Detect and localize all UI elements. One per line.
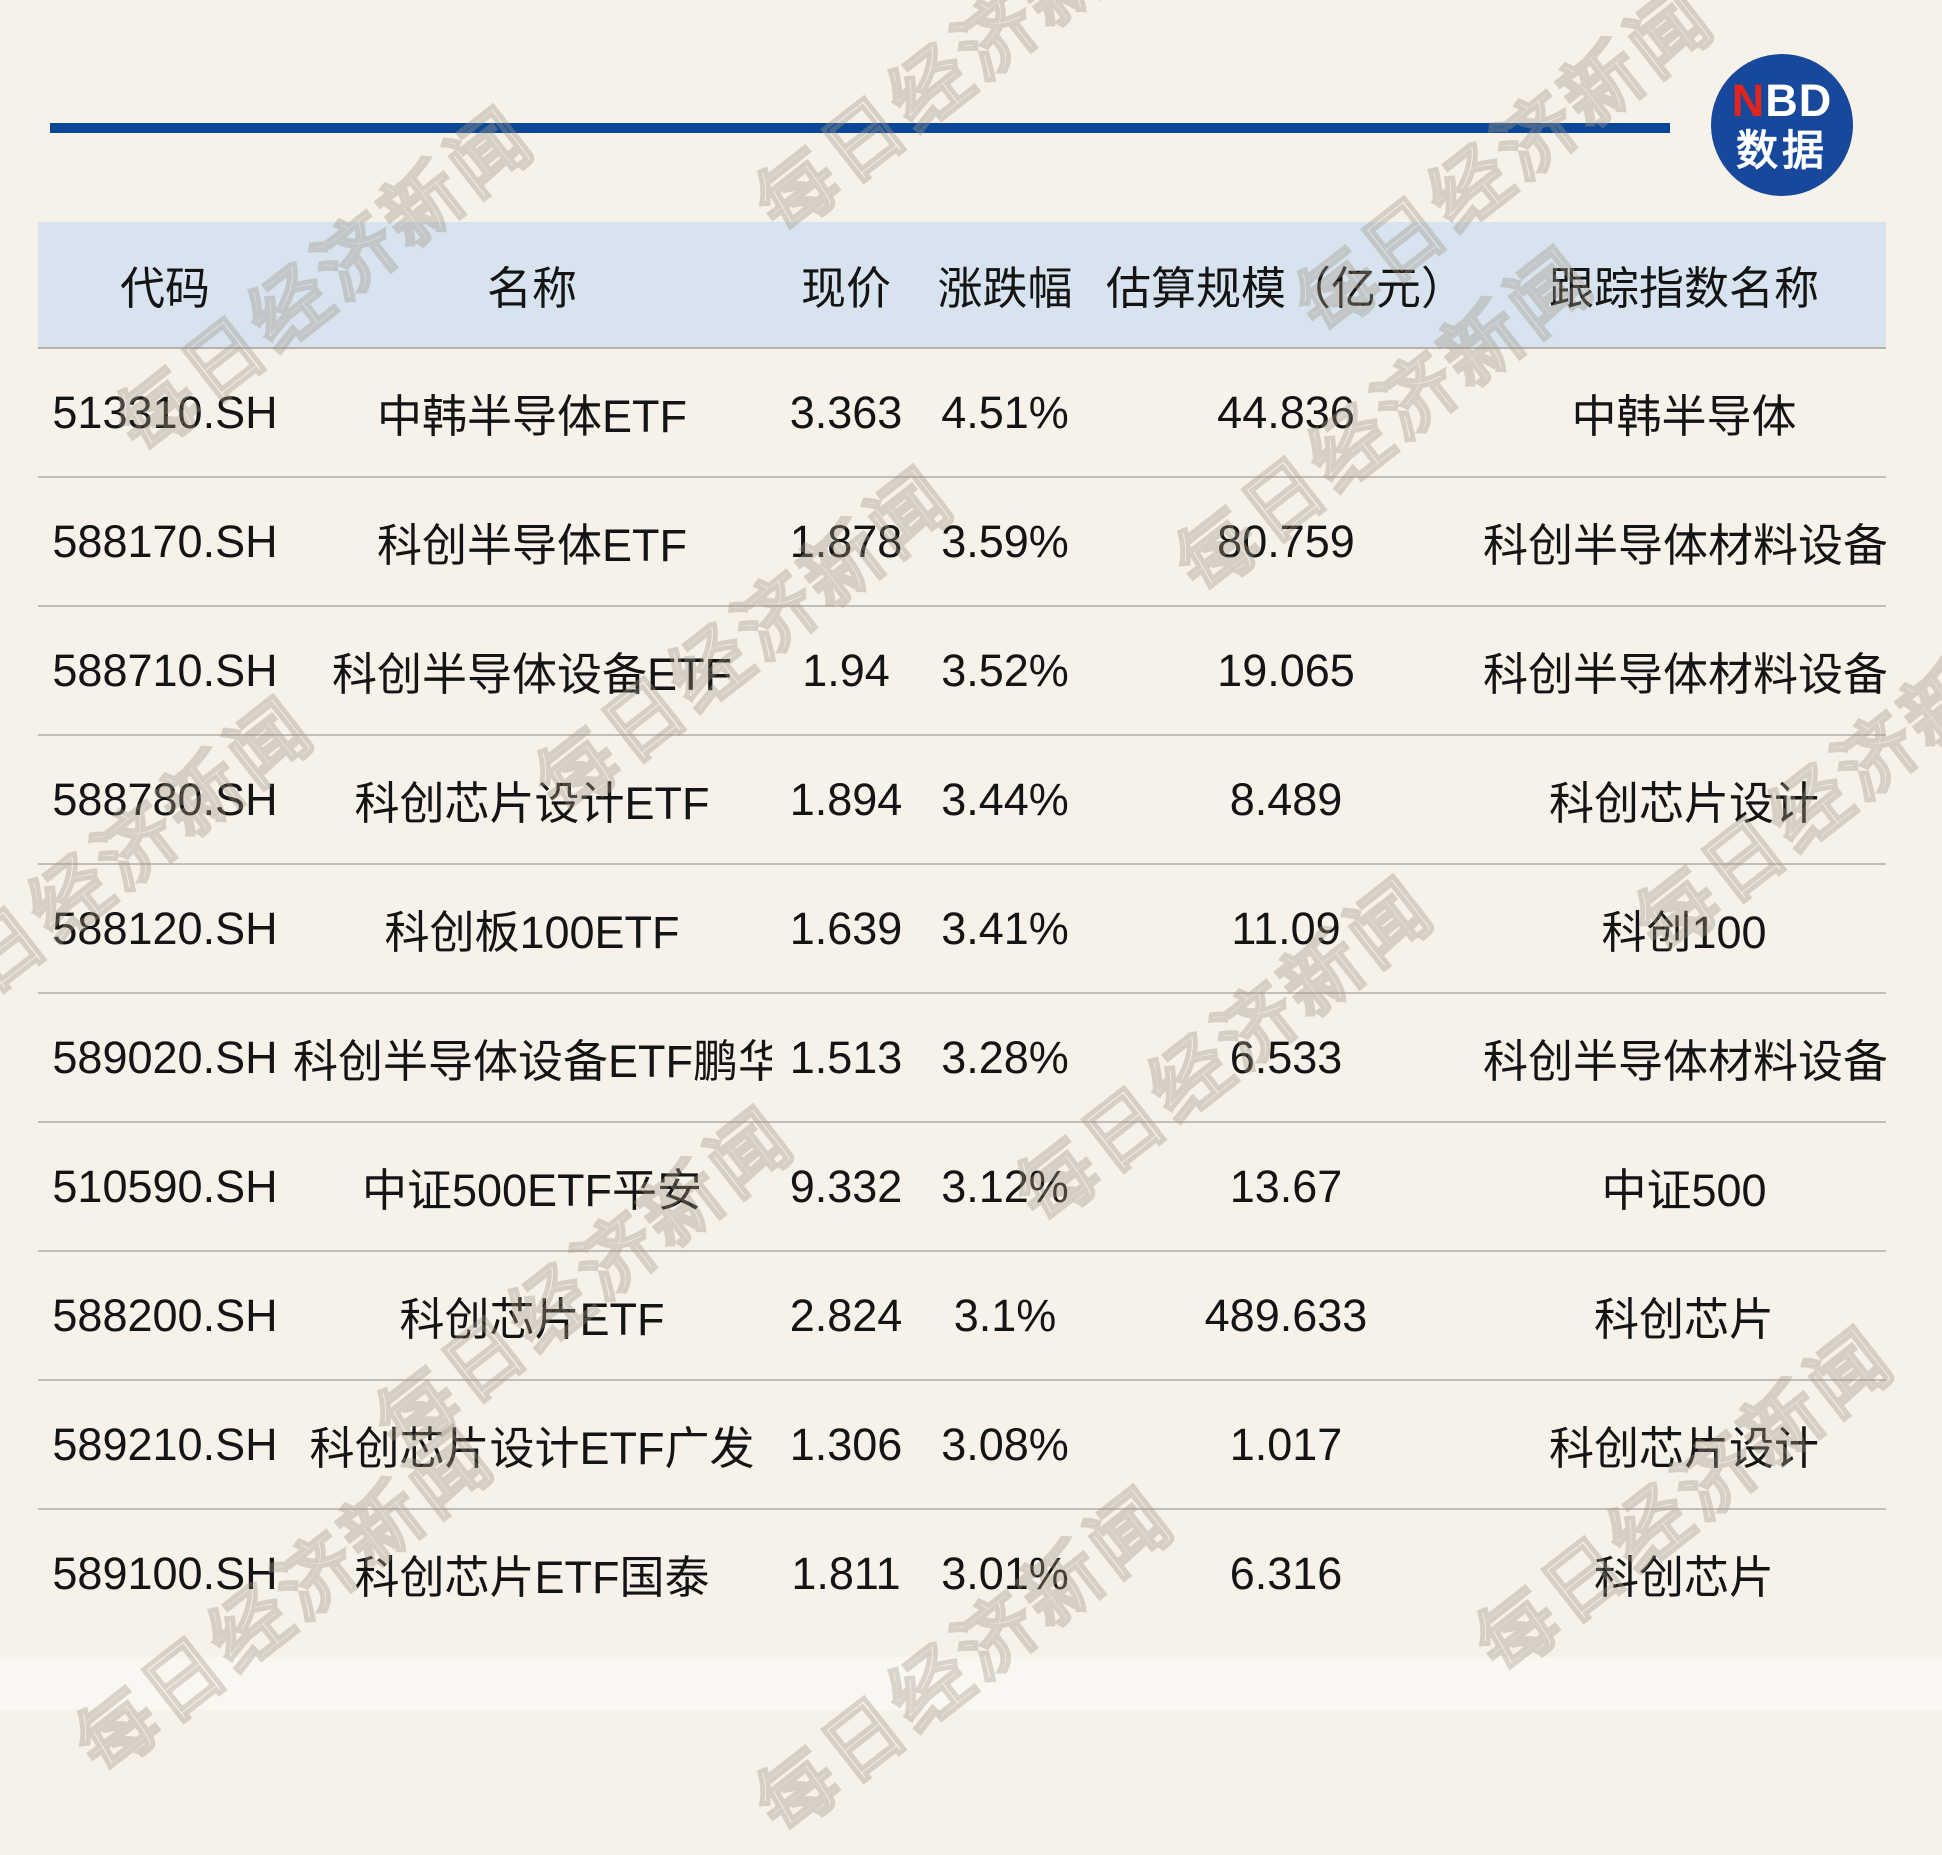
cell-scale: 6.316	[1229, 1547, 1343, 1599]
cell-scale: 80.759	[1090, 477, 1482, 607]
cell-scale: 19.065	[1090, 606, 1482, 736]
cell-code: 589210.SH	[38, 1380, 292, 1510]
column-header-index: 跟踪指数名称	[1482, 222, 1886, 349]
cell-code: 589100.SH	[52, 1547, 278, 1599]
cell-code: 588710.SH	[38, 606, 292, 736]
logo-subtitle: 数据	[1735, 127, 1828, 174]
table-row: 589210.SH 科创芯片设计ETF广发 1.306 3.08% 1.017 科创芯片设…	[38, 1380, 1886, 1510]
cell-change: 3.1%	[920, 1251, 1090, 1381]
cell-name: 科创半导体设备ETF鹏华	[292, 993, 772, 1123]
column-header-code: 代码	[38, 222, 292, 349]
cell-price: 1.513	[772, 993, 920, 1123]
etf-data-table: 代码 名称 现价 涨跌幅 估算规模（亿元） 跟踪指数名称 513310.SH 中韩…	[38, 222, 1886, 1637]
cell-scale: 8.489	[1090, 735, 1482, 865]
cell-scale: 6.533	[1090, 993, 1482, 1123]
nbd-data-logo: NBD 数据	[1711, 54, 1853, 196]
cell-name: 科创半导体ETF	[292, 477, 772, 607]
table-row: 588710.SH 科创半导体设备ETF 1.94 3.52% 19.065 科创半导体材…	[38, 606, 1886, 736]
table-header: 代码 名称 现价 涨跌幅 估算规模（亿元） 跟踪指数名称	[38, 222, 1886, 349]
cell-index: 中韩半导体	[1482, 348, 1886, 478]
cell-code: 589020.SH	[38, 993, 292, 1123]
cell-change: 3.28%	[920, 993, 1090, 1123]
cell-change: 3.01%	[941, 1547, 1069, 1599]
cell-index: 科创半导体材料设备	[1482, 477, 1886, 607]
cell-name: 科创半导体设备ETF	[292, 606, 772, 736]
column-header-change: 涨跌幅	[920, 222, 1090, 349]
table-row: 588170.SH 科创半导体ETF 1.878 3.59% 80.759 科创半导体材料…	[38, 477, 1886, 607]
cell-name: 科创板100ETF	[292, 864, 772, 994]
cell-index: 中证500	[1482, 1122, 1886, 1252]
cell-change: 3.44%	[920, 735, 1090, 865]
cell-price: 3.363	[772, 348, 920, 478]
cell-change: 4.51%	[920, 348, 1090, 478]
table-row: 589100.SH 科创芯片ETF国泰 1.811 3.01% 6.316 科创芯片	[38, 1509, 1886, 1637]
cell-price: 1.811	[791, 1547, 901, 1599]
cell-code: 510590.SH	[38, 1122, 292, 1252]
cell-price: 1.306	[772, 1380, 920, 1510]
cell-index: 科创芯片设计	[1482, 735, 1886, 865]
table-row: 513310.SH 中韩半导体ETF 3.363 4.51% 44.836 中韩半导体	[38, 348, 1886, 478]
cell-name: 科创芯片ETF国泰	[354, 1552, 710, 1603]
cell-name: 科创芯片设计ETF广发	[292, 1380, 772, 1510]
cell-scale: 11.09	[1090, 864, 1482, 994]
cell-scale: 1.017	[1090, 1380, 1482, 1510]
table-row: 588200.SH 科创芯片ETF 2.824 3.1% 489.633 科创芯片	[38, 1251, 1886, 1381]
cell-price: 2.824	[772, 1251, 920, 1381]
column-header-name: 名称	[292, 222, 772, 349]
cell-scale: 489.633	[1090, 1251, 1482, 1381]
cell-index: 科创半导体材料设备	[1482, 606, 1886, 736]
cell-price: 1.878	[772, 477, 920, 607]
table-row: 510590.SH 中证500ETF平安 9.332 3.12% 13.67 中证500	[38, 1122, 1886, 1252]
cell-index: 科创芯片	[1482, 1251, 1886, 1381]
cell-code: 588120.SH	[38, 864, 292, 994]
bottom-strip	[0, 1657, 1942, 1710]
cell-change: 3.08%	[920, 1380, 1090, 1510]
cell-price: 1.94	[772, 606, 920, 736]
logo-nbd-text: NBD	[1732, 78, 1833, 123]
logo-letter-n: N	[1731, 75, 1766, 126]
cell-price: 1.894	[772, 735, 920, 865]
cell-scale: 13.67	[1090, 1122, 1482, 1252]
column-header-price: 现价	[772, 222, 920, 349]
column-header-scale: 估算规模（亿元）	[1090, 222, 1482, 349]
cell-name: 科创芯片设计ETF	[292, 735, 772, 865]
cell-change: 3.59%	[920, 477, 1090, 607]
cell-name: 科创芯片ETF	[292, 1251, 772, 1381]
table-row: 588120.SH 科创板100ETF 1.639 3.41% 11.09 科创100	[38, 864, 1886, 994]
cell-name: 中韩半导体ETF	[292, 348, 772, 478]
cell-code: 513310.SH	[38, 348, 292, 478]
cell-change: 3.12%	[920, 1122, 1090, 1252]
table-body: 513310.SH 中韩半导体ETF 3.363 4.51% 44.836 中韩半导体 58…	[38, 348, 1886, 1637]
cell-scale: 44.836	[1090, 348, 1482, 478]
cell-index: 科创芯片设计	[1482, 1380, 1886, 1510]
cell-code: 588170.SH	[38, 477, 292, 607]
cell-price: 9.332	[772, 1122, 920, 1252]
cell-index: 科创芯片	[1593, 1552, 1774, 1603]
cell-price: 1.639	[772, 864, 920, 994]
cell-index: 科创半导体材料设备	[1482, 993, 1886, 1123]
logo-letters-bd: BD	[1765, 75, 1833, 126]
accent-divider-line	[50, 123, 1670, 133]
table-row: 588780.SH 科创芯片设计ETF 1.894 3.44% 8.489 科创芯片设计	[38, 735, 1886, 865]
table-row: 589020.SH 科创半导体设备ETF鹏华 1.513 3.28% 6.533 科创半导…	[38, 993, 1886, 1123]
cell-change: 3.52%	[920, 606, 1090, 736]
cell-code: 588200.SH	[38, 1251, 292, 1381]
cell-change: 3.41%	[920, 864, 1090, 994]
cell-code: 588780.SH	[38, 735, 292, 865]
cell-name: 中证500ETF平安	[292, 1122, 772, 1252]
table-header-row: 代码 名称 现价 涨跌幅 估算规模（亿元） 跟踪指数名称	[38, 222, 1886, 349]
cell-index: 科创100	[1482, 864, 1886, 994]
